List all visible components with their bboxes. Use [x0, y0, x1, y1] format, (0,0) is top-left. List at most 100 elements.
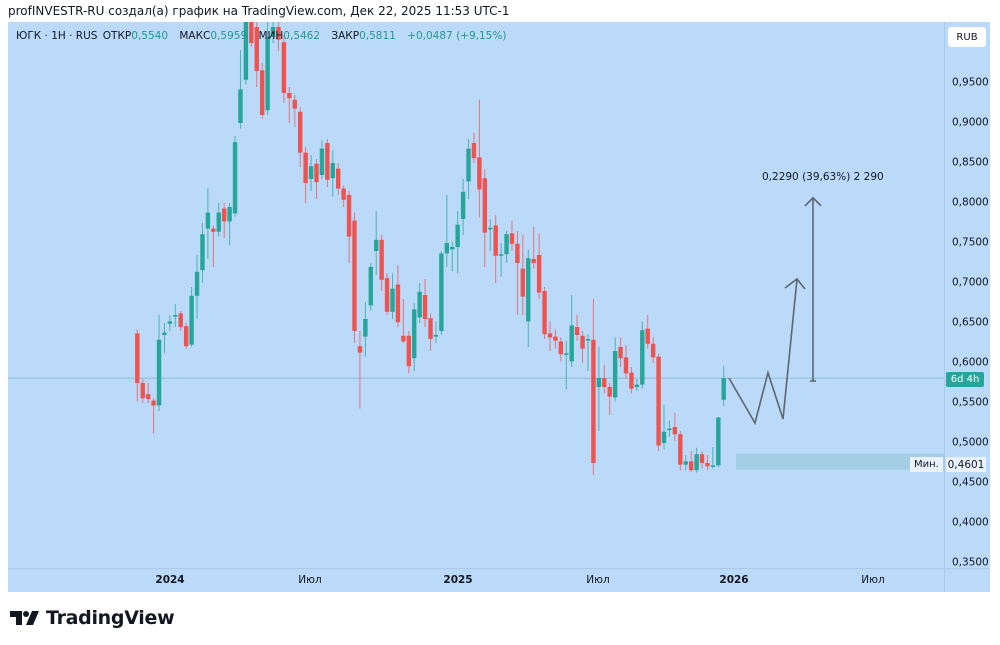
candle-up [488, 227, 493, 230]
candle-up [368, 267, 373, 306]
candle-down [281, 42, 287, 93]
price-tick-label: 0,6000 [952, 356, 989, 369]
candle-down [140, 383, 145, 399]
candle-up [374, 239, 379, 251]
price-tick-label: 0,3500 [952, 556, 989, 569]
measure-label: 0,2290 (39,63%) 2 290 [762, 171, 884, 183]
candle-down [135, 333, 140, 383]
measure-arrowhead [804, 196, 822, 207]
symbol-name[interactable]: ЮГК · 1Н · RUS [16, 30, 98, 42]
candle-up [569, 325, 574, 362]
candle-down [602, 378, 607, 387]
candle-down [515, 243, 520, 263]
candle-up [173, 315, 178, 317]
tradingview-brand: TradingView [46, 607, 175, 629]
candle-down [482, 178, 488, 233]
candle-up [232, 142, 238, 214]
open-label: ОТКР [102, 30, 132, 42]
candle-up [439, 253, 444, 331]
candle-down [574, 327, 580, 335]
candle-down [428, 318, 433, 339]
min-price-label: Мин. [910, 457, 943, 472]
candle-down [509, 233, 515, 244]
price-tick-label: 0,5000 [952, 436, 989, 449]
candle-down [645, 328, 650, 344]
candle-up [156, 339, 162, 406]
candle-down [401, 335, 406, 342]
candle-up [238, 89, 243, 123]
price-tick-label: 0,7500 [952, 236, 989, 249]
tradingview-logo-icon [10, 611, 39, 625]
tradingview-logo[interactable]: TradingView [10, 607, 175, 629]
candle-up [460, 191, 466, 219]
candle-down [249, 22, 254, 43]
candle-up [270, 27, 276, 37]
candle-down [607, 387, 612, 397]
candle-down [357, 346, 363, 353]
candle-up [498, 254, 504, 256]
candle-down [314, 163, 319, 183]
candle-down [352, 220, 357, 331]
candle-down [650, 343, 656, 358]
price-tick-label: 0,4500 [952, 476, 989, 489]
candle-down [254, 27, 259, 71]
time-tick-label: 2025 [443, 574, 473, 586]
candle-down [618, 347, 623, 359]
candle-up [683, 461, 688, 465]
candle-down [678, 434, 683, 465]
candle-up [205, 212, 211, 229]
candle-down [520, 268, 526, 297]
close-label: ЗАКР [331, 30, 360, 42]
candle-up [564, 353, 569, 355]
candle-down [536, 255, 542, 293]
chart-panel[interactable] [8, 22, 990, 592]
candle-up [504, 234, 509, 255]
projection-arrowhead [784, 277, 806, 290]
candle-up [330, 163, 335, 179]
candle-up [227, 207, 232, 222]
candle-up [466, 148, 471, 182]
candle-down [221, 208, 227, 222]
candle-down [471, 143, 477, 159]
candle-up [412, 309, 417, 359]
candle-down [477, 157, 482, 190]
candle-down [591, 339, 596, 463]
open-value: 0,5540 [131, 30, 169, 42]
candle-down [422, 295, 428, 319]
candle-down [379, 239, 384, 280]
candle-down [178, 313, 183, 327]
candle-down [341, 188, 346, 200]
candle-down [688, 461, 694, 471]
candle-up [319, 148, 325, 175]
candle-up [444, 243, 450, 254]
time-axis-divider [8, 568, 990, 569]
time-tick-label: 2024 [155, 574, 185, 586]
candle-up [721, 378, 726, 400]
price-tick-label: 0,7000 [952, 276, 989, 289]
candle-up [694, 454, 699, 471]
time-tick-label: Июл [586, 574, 610, 586]
price-tick-label: 0,4000 [952, 516, 989, 529]
close-value: 0,5811 [359, 30, 396, 42]
candle-down [553, 336, 558, 341]
candle-up [308, 166, 314, 179]
candle-down [211, 228, 216, 232]
candle-down [406, 335, 411, 367]
price-tick-label: 0,8000 [952, 196, 989, 209]
candle-up [243, 22, 249, 80]
candle-up [585, 339, 591, 341]
candle-up [596, 378, 602, 387]
candle-down [336, 168, 341, 189]
price-tick-label: 0,5500 [952, 396, 989, 409]
candle-down [558, 341, 564, 355]
candle-up [667, 428, 672, 431]
candle-up [634, 384, 640, 387]
candle-down [542, 291, 547, 335]
currency-button[interactable]: RUB [948, 27, 986, 47]
candle-down [183, 326, 189, 347]
price-tick-label: 0,9500 [952, 76, 989, 89]
candle-up [194, 271, 200, 296]
candle-up [455, 224, 460, 247]
candle-down [547, 333, 553, 338]
